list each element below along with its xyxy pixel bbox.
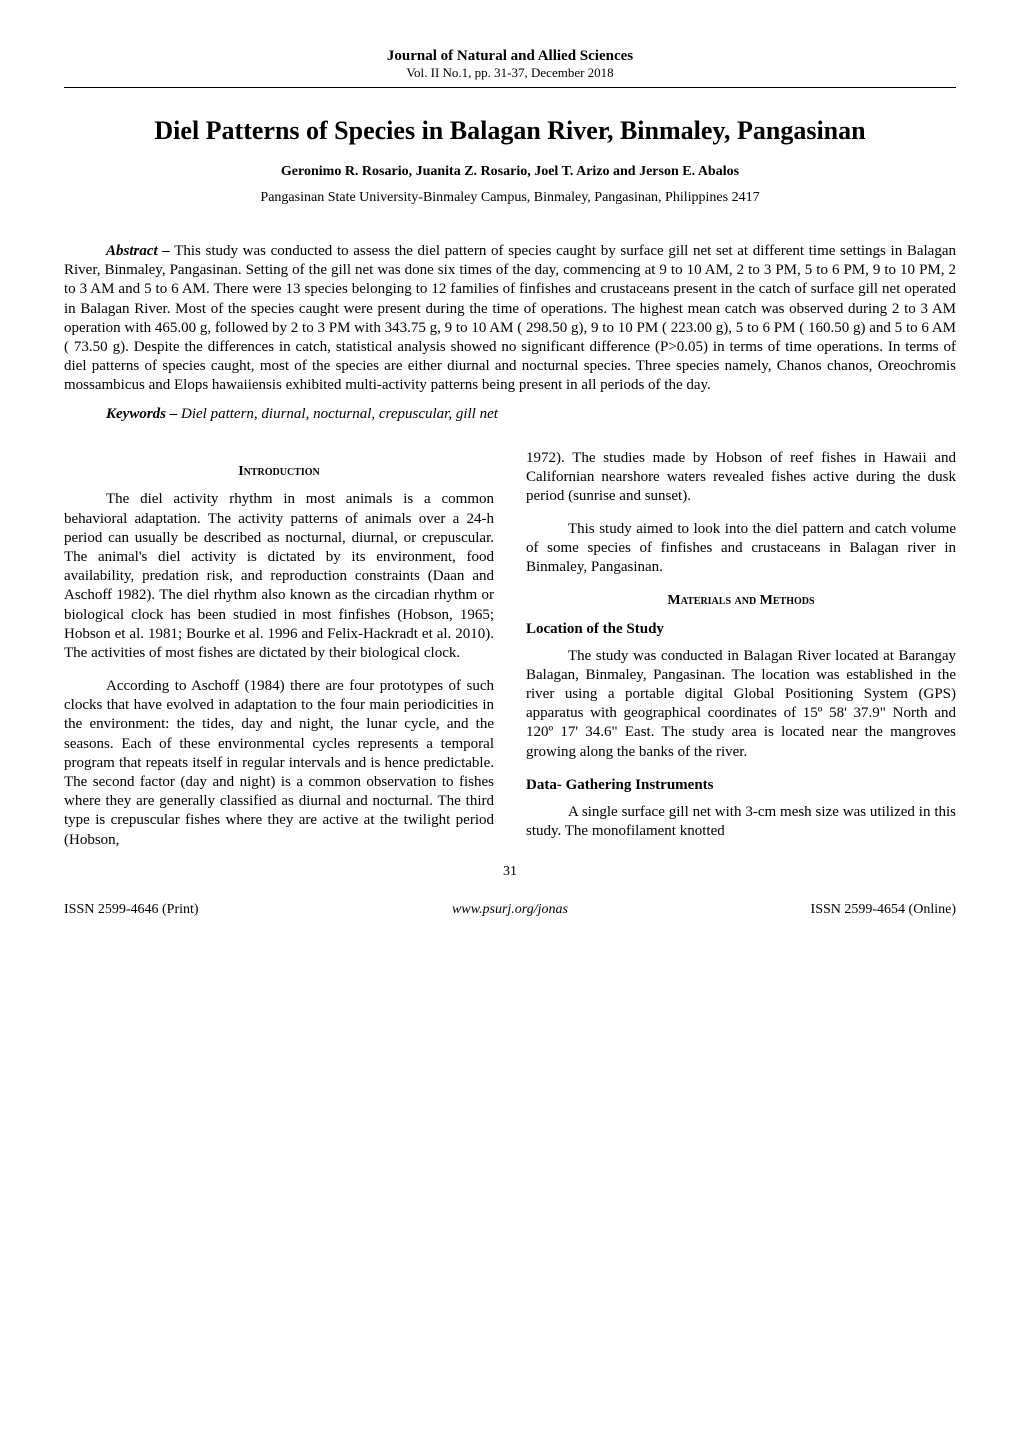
abstract-text: This study was conducted to assess the d… (64, 243, 956, 393)
methods-subheading-data: Data- Gathering Instruments (526, 776, 956, 795)
intro-paragraph-3: 1972). The studies made by Hobson of ree… (526, 449, 956, 507)
keywords: Keywords – Diel pattern, diurnal, noctur… (64, 406, 956, 423)
abstract-label: Abstract – (106, 243, 170, 259)
page-number: 31 (64, 864, 956, 880)
intro-paragraph-2: According to Aschoff (1984) there are fo… (64, 677, 494, 850)
authors: Geronimo R. Rosario, Juanita Z. Rosario,… (64, 164, 956, 180)
keywords-label: Keywords – (106, 406, 177, 422)
methods-heading: Materials and Methods (526, 592, 956, 610)
abstract: Abstract – This study was conducted to a… (64, 242, 956, 396)
keywords-value: Diel pattern, diurnal, nocturnal, crepus… (177, 406, 498, 422)
issn-print: ISSN 2599-4646 (Print) (64, 902, 361, 918)
right-column: 1972). The studies made by Hobson of ree… (526, 449, 956, 864)
methods-paragraph-1: The study was conducted in Balagan River… (526, 647, 956, 762)
methods-subheading-location: Location of the Study (526, 620, 956, 639)
issn-online: ISSN 2599-4654 (Online) (659, 902, 956, 918)
article-title: Diel Patterns of Species in Balagan Rive… (64, 116, 956, 146)
journal-name: Journal of Natural and Allied Sciences (64, 48, 956, 65)
affiliation: Pangasinan State University-Binmaley Cam… (64, 190, 956, 206)
introduction-heading: Introduction (64, 463, 494, 481)
left-column: Introduction The diel activity rhythm in… (64, 449, 494, 864)
body-columns: Introduction The diel activity rhythm in… (64, 449, 956, 864)
methods-paragraph-2: A single surface gill net with 3-cm mesh… (526, 803, 956, 841)
header-rule (64, 87, 956, 88)
intro-paragraph-4: This study aimed to look into the diel p… (526, 520, 956, 578)
intro-paragraph-1: The diel activity rhythm in most animals… (64, 490, 494, 663)
journal-volume-line: Vol. II No.1, pp. 31-37, December 2018 (64, 65, 956, 81)
journal-url: www.psurj.org/jonas (361, 902, 658, 918)
footer: ISSN 2599-4646 (Print) www.psurj.org/jon… (64, 902, 956, 918)
